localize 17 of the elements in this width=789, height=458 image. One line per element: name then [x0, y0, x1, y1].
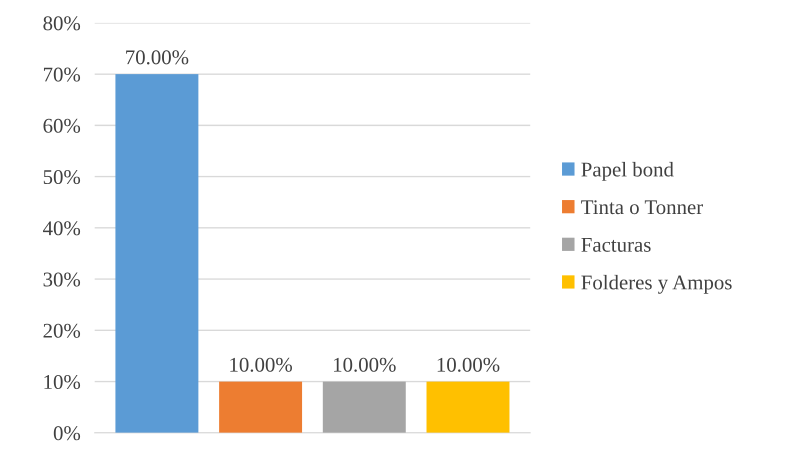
- y-tick-label: 40%: [43, 221, 80, 236]
- data-label: 10.00%: [230, 358, 292, 372]
- data-label: 10.00%: [438, 358, 500, 372]
- y-tick-label: 70%: [44, 68, 80, 82]
- legend-label: Tinta o Tonner: [581, 200, 703, 214]
- y-tick-label: 80%: [43, 16, 80, 30]
- y-tick-label: 20%: [44, 324, 80, 338]
- legend-label: Folderes y Ampos: [581, 274, 732, 294]
- y-tick-label: 0%: [54, 426, 80, 440]
- data-label: 10.00%: [334, 358, 396, 372]
- legend-label: Papel bond: [581, 162, 674, 181]
- y-tick-label: 30%: [44, 272, 80, 287]
- y-tick-label: 50%: [44, 170, 80, 184]
- y-tick-label: 60%: [44, 118, 80, 133]
- data-label: 70.00%: [126, 50, 188, 64]
- y-tick-label: 10%: [44, 374, 80, 390]
- legend-label: Facturas: [581, 238, 651, 252]
